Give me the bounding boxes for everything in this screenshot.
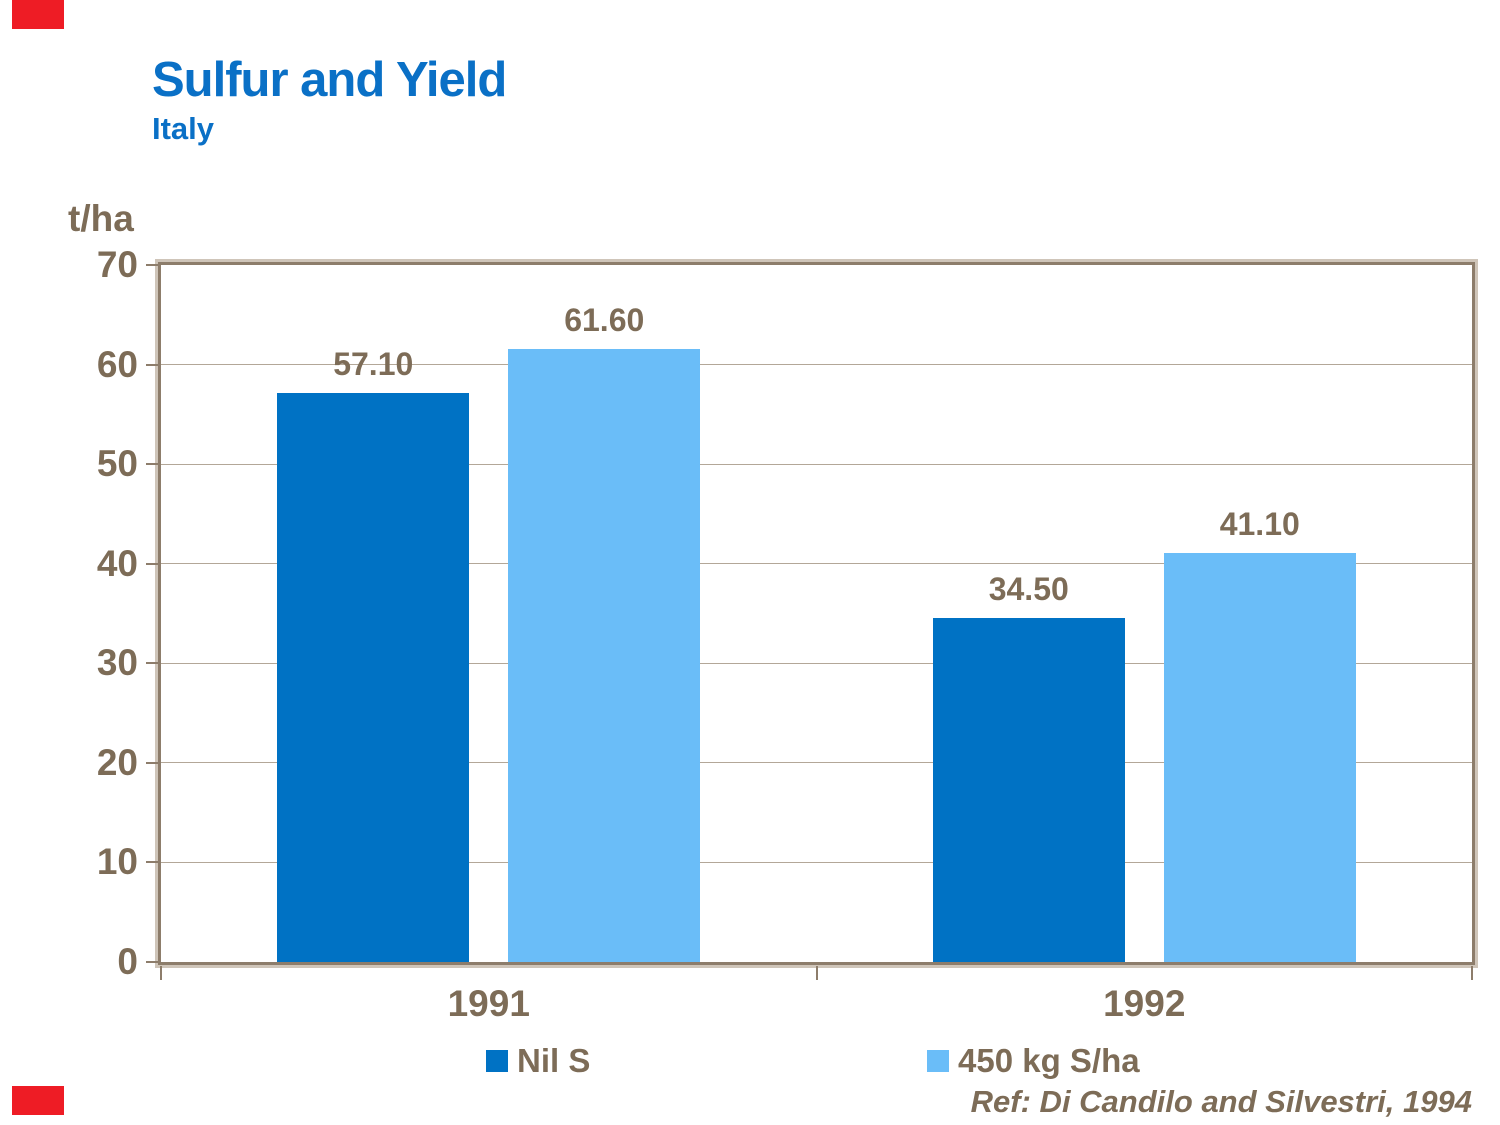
bar-value-label-1992-450-kg-s-ha: 41.10 (1219, 505, 1300, 542)
y-tick-mark-50 (146, 463, 159, 466)
legend-label-450-kg-s-ha: 450 kg S/ha (958, 1042, 1140, 1079)
y-tick-mark-20 (146, 761, 159, 764)
red-corner-accent-top (12, 0, 64, 29)
y-tick-mark-0 (146, 961, 159, 963)
legend-swatch-icon-nil-s (486, 1050, 508, 1072)
gridline-30 (161, 662, 1472, 664)
y-tick-label-30: 30 (96, 642, 138, 684)
bar-1991-nil-s (277, 393, 470, 962)
y-tick-label-50: 50 (96, 443, 138, 485)
bar-1992-450-kg-s-ha (1163, 552, 1356, 962)
legend-item-nil-s: Nil S (486, 1042, 590, 1080)
bar-1991-450-kg-s-ha (508, 348, 701, 962)
chart-title: Sulfur and Yield (152, 53, 507, 107)
x-category-label-1992: 1992 (1103, 983, 1186, 1024)
gridline-40 (161, 563, 1472, 565)
y-tick-label-40: 40 (96, 542, 138, 584)
bar-value-label-1991-nil-s: 57.10 (333, 346, 414, 383)
y-tick-label-0: 0 (117, 941, 138, 982)
y-tick-label-10: 10 (96, 841, 138, 883)
y-tick-mark-60 (146, 363, 159, 366)
bar-value-label-1991-450-kg-s-ha: 61.60 (564, 301, 645, 338)
legend-swatch-icon-450-kg-s-ha (927, 1050, 949, 1072)
y-tick-label-20: 20 (96, 741, 138, 783)
bar-1992-nil-s (932, 618, 1125, 962)
gridline-10 (161, 861, 1472, 863)
legend-label-nil-s: Nil S (517, 1042, 591, 1079)
y-tick-mark-40 (146, 562, 159, 565)
gridline-60 (161, 364, 1472, 366)
plot-area: 57.10 61.60 34.50 41.10 (155, 259, 1478, 968)
gridline-50 (161, 463, 1472, 465)
x-tick-mark-0 (160, 966, 162, 980)
y-tick-mark-10 (146, 861, 159, 864)
y-tick-label-60: 60 (96, 343, 138, 385)
x-tick-mark-2 (1471, 966, 1473, 980)
legend-item-450-kg-s-ha: 450 kg S/ha (927, 1042, 1140, 1080)
y-axis-unit-label: t/ha (68, 198, 134, 239)
y-tick-label-70: 70 (96, 244, 138, 285)
bar-value-label-1992-nil-s: 34.50 (988, 571, 1069, 608)
chart-subtitle: Italy (152, 111, 215, 146)
gridline-20 (161, 762, 1472, 764)
y-tick-mark-70 (146, 264, 159, 266)
red-corner-accent-bottom (12, 1086, 64, 1115)
x-tick-mark-1 (815, 966, 818, 980)
x-category-label-1991: 1991 (447, 983, 530, 1024)
y-tick-mark-30 (146, 662, 159, 665)
reference-citation: Ref: Di Candilo and Silvestri, 1994 (970, 1084, 1472, 1119)
